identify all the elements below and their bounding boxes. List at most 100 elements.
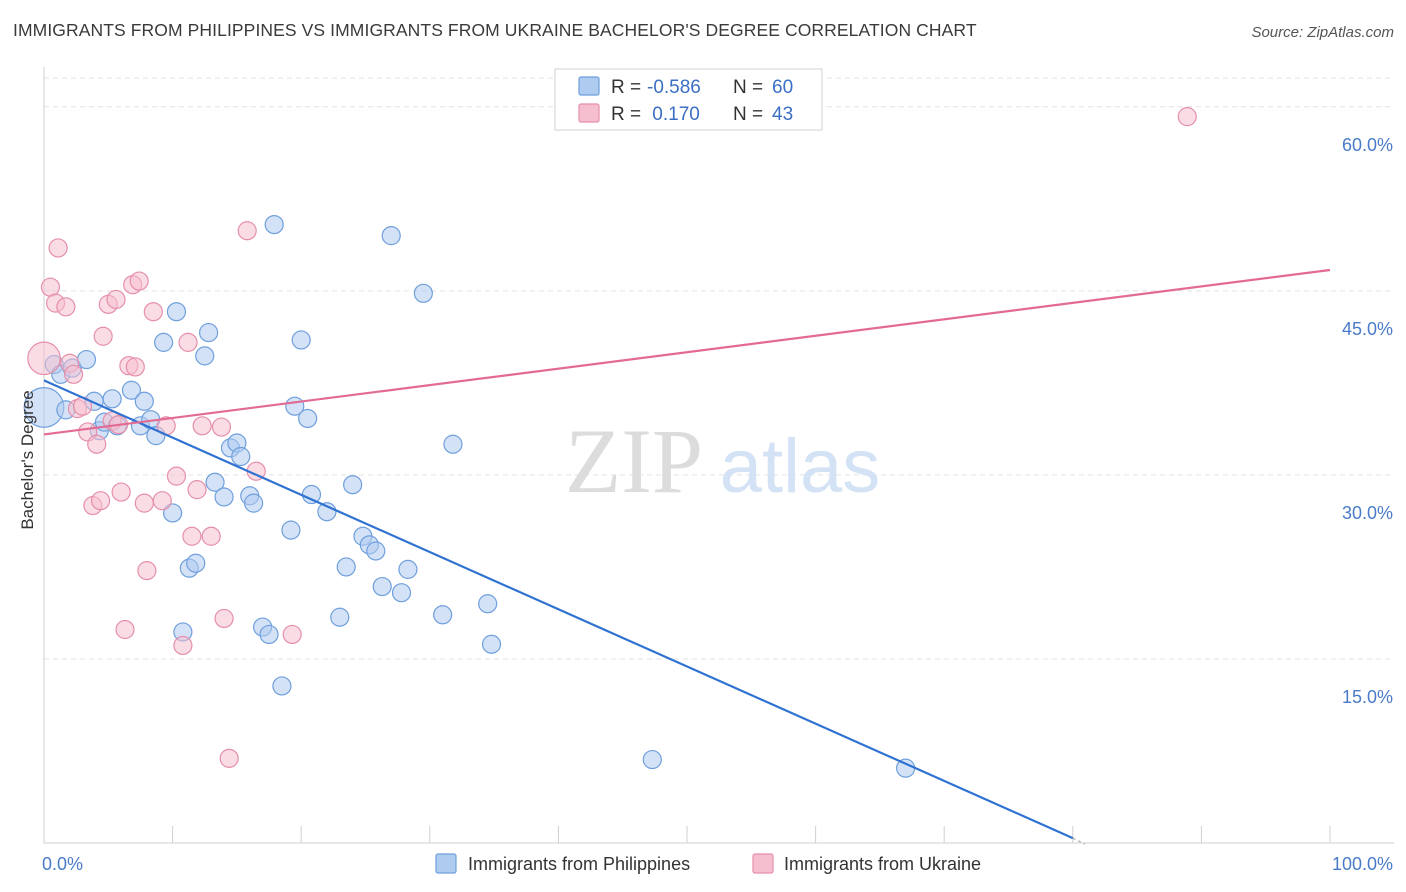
- point-ukraine: [129, 271, 149, 291]
- point-ukraine: [211, 417, 232, 437]
- point-philippines: [330, 607, 350, 627]
- grid-layer: [44, 77, 1394, 660]
- bottom-legend: Immigrants from Philippines Immigrants f…: [435, 853, 981, 874]
- point-philippines: [205, 472, 225, 492]
- y-axis-label: Bachelor's Degree: [18, 390, 37, 529]
- point-ukraine: [237, 221, 257, 241]
- legend-n-value-1: 60: [772, 77, 793, 98]
- watermark: ZIP atlas: [565, 410, 880, 512]
- trend-line-ukraine: [43, 268, 1331, 436]
- legend-swatch-philippines: [578, 76, 600, 96]
- point-ukraine: [90, 491, 111, 511]
- point-philippines: [481, 634, 502, 654]
- y-tick-label: 60.0%: [1342, 135, 1393, 155]
- point-ukraine: [219, 748, 239, 768]
- point-ukraine: [192, 416, 212, 436]
- point-philippines: [478, 594, 498, 614]
- legend-r-label-1: R =: [611, 77, 646, 98]
- y-tick-label: 15.0%: [1342, 687, 1393, 707]
- point-philippines: [301, 484, 322, 505]
- point-philippines: [134, 391, 154, 411]
- point-ukraine: [214, 608, 234, 629]
- chart-title: IMMIGRANTS FROM PHILIPPINES VS IMMIGRANT…: [13, 20, 977, 40]
- watermark-atlas: atlas: [720, 424, 881, 509]
- point-philippines: [372, 576, 392, 597]
- point-philippines: [163, 503, 183, 523]
- bottom-legend-swatch-philippines: [435, 853, 457, 874]
- point-philippines: [121, 380, 142, 400]
- point-ukraine: [143, 302, 163, 322]
- point-philippines: [298, 408, 318, 429]
- watermark-zip: ZIP: [565, 410, 703, 512]
- bottom-legend-label-philippines: Immigrants from Philippines: [468, 854, 690, 874]
- legend-box: R = -0.586 N = 60 R = 0.170 N = 43: [554, 68, 823, 131]
- point-ukraine: [63, 364, 84, 384]
- point-ukraine: [40, 277, 61, 297]
- point-ukraine: [178, 332, 198, 352]
- legend-n-label-2: N =: [733, 104, 768, 125]
- point-ukraine: [56, 297, 76, 317]
- point-ukraine: [115, 619, 135, 640]
- trend-line-philippines-extension: [1072, 837, 1086, 845]
- trend-line-philippines: [43, 379, 1074, 840]
- point-ukraine: [173, 635, 193, 656]
- point-philippines: [76, 349, 97, 370]
- point-ukraine: [137, 561, 157, 581]
- point-philippines: [642, 749, 662, 770]
- point-philippines: [231, 446, 251, 467]
- point-ukraine: [201, 526, 221, 546]
- legend-swatch-ukraine: [578, 103, 600, 123]
- point-ukraine: [106, 289, 126, 310]
- point-philippines: [272, 676, 292, 696]
- point-ukraine: [182, 526, 202, 546]
- x-tick-label: 0.0%: [42, 854, 83, 874]
- point-philippines: [281, 520, 301, 540]
- point-philippines: [153, 332, 174, 352]
- trend-layer: [43, 268, 1331, 845]
- point-philippines: [244, 493, 264, 513]
- point-philippines: [443, 434, 463, 454]
- point-philippines: [264, 215, 284, 235]
- legend-r-label-2: R =: [611, 104, 646, 125]
- legend-r-value-1: -0.586: [647, 77, 701, 98]
- legend-r-value-2: 0.170: [647, 104, 700, 125]
- point-philippines: [259, 624, 279, 645]
- point-ukraine: [282, 624, 302, 645]
- point-philippines: [343, 475, 363, 495]
- point-ukraine: [166, 466, 187, 486]
- point-ukraine: [48, 238, 68, 258]
- point-philippines: [166, 302, 187, 322]
- point-ukraine: [152, 491, 172, 511]
- point-ukraine: [93, 326, 113, 346]
- point-philippines: [381, 226, 401, 246]
- point-ukraine: [134, 493, 154, 513]
- bottom-legend-label-ukraine: Immigrants from Ukraine: [784, 854, 981, 874]
- source-label: Source: ZipAtlas.com: [1251, 24, 1394, 41]
- point-ukraine: [187, 480, 207, 500]
- legend-n-label-1: N =: [733, 77, 768, 98]
- point-philippines: [413, 283, 433, 303]
- point-philippines: [366, 541, 386, 561]
- point-ukraine: [27, 341, 61, 376]
- point-ukraine: [125, 357, 145, 377]
- point-philippines: [291, 330, 311, 350]
- point-ukraine: [87, 434, 107, 454]
- point-philippines: [214, 487, 234, 507]
- x-tick-label: 100.0%: [1332, 854, 1393, 874]
- point-philippines: [102, 389, 122, 409]
- point-philippines: [391, 583, 412, 603]
- point-philippines: [199, 322, 219, 343]
- point-philippines: [336, 557, 356, 577]
- y-tick-label: 45.0%: [1342, 319, 1393, 339]
- point-philippines: [186, 553, 206, 573]
- bottom-legend-swatch-ukraine: [752, 853, 774, 874]
- legend-n-value-2: 43: [772, 104, 793, 125]
- point-philippines: [195, 346, 215, 366]
- point-ukraine: [1177, 107, 1197, 127]
- point-ukraine: [111, 482, 131, 502]
- point-philippines: [398, 559, 418, 579]
- y-tick-label: 30.0%: [1342, 503, 1393, 523]
- point-philippines: [433, 605, 453, 625]
- points-layer: [23, 107, 1197, 778]
